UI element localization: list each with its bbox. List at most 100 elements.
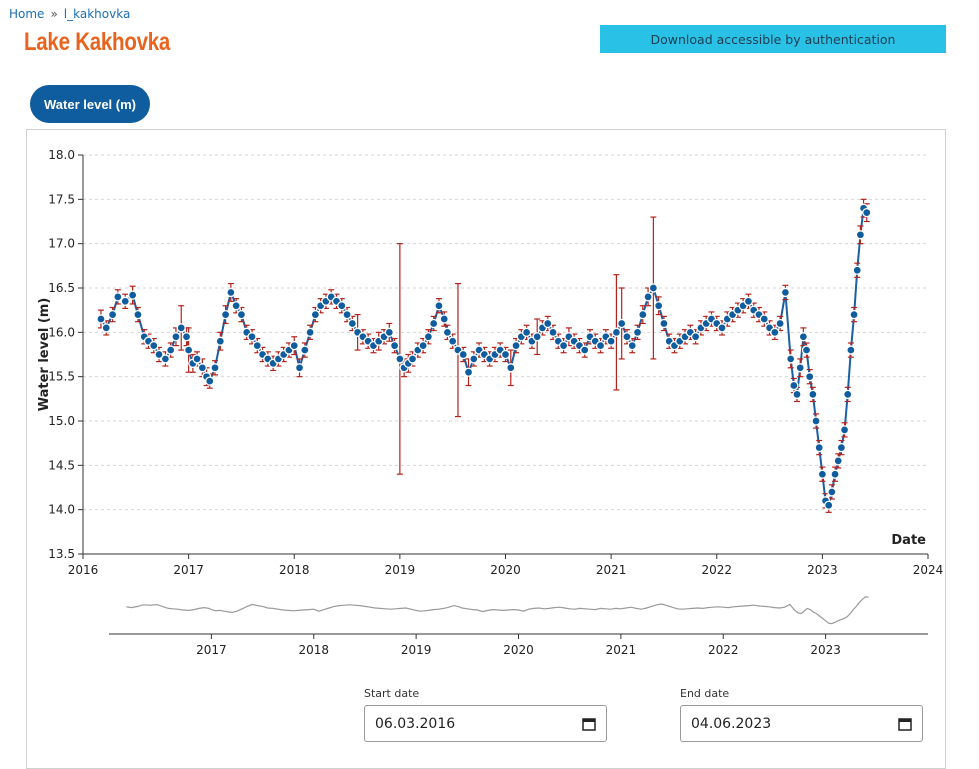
data-point[interactable] <box>690 332 701 342</box>
data-point[interactable] <box>166 345 176 355</box>
data-point[interactable] <box>717 323 727 333</box>
data-point[interactable] <box>654 301 664 311</box>
data-point[interactable] <box>101 323 111 333</box>
data-point[interactable] <box>300 345 310 355</box>
data-point[interactable] <box>107 309 118 320</box>
data-point[interactable] <box>439 314 449 324</box>
data-point[interactable] <box>638 309 648 320</box>
data-point[interactable] <box>786 354 796 364</box>
data-point[interactable] <box>210 363 220 373</box>
data-point[interactable] <box>215 336 225 346</box>
data-point[interactable] <box>220 309 231 320</box>
data-point[interactable] <box>795 363 805 373</box>
data-point[interactable] <box>543 318 553 329</box>
data-point[interactable] <box>96 314 106 324</box>
data-point[interactable] <box>824 500 834 510</box>
data-point[interactable] <box>407 354 418 364</box>
data-point[interactable] <box>521 327 532 337</box>
data-point[interactable] <box>384 327 394 337</box>
end-date-input[interactable]: 04.06.2023 <box>680 705 923 742</box>
data-point[interactable] <box>205 376 215 386</box>
data-point[interactable] <box>181 332 192 342</box>
data-point[interactable] <box>463 367 474 377</box>
data-point[interactable] <box>113 292 123 302</box>
data-point[interactable] <box>434 301 444 311</box>
data-point[interactable] <box>811 416 821 426</box>
start-date-input[interactable]: 06.03.2016 <box>364 705 607 742</box>
data-point[interactable] <box>780 287 791 298</box>
data-point[interactable] <box>627 340 637 351</box>
data-point[interactable] <box>743 296 754 306</box>
data-point[interactable] <box>648 283 659 293</box>
data-point[interactable] <box>120 296 130 306</box>
data-point[interactable] <box>798 332 809 342</box>
data-point[interactable] <box>836 442 847 453</box>
breadcrumb-home-link[interactable]: Home <box>9 7 45 21</box>
data-point[interactable] <box>622 332 632 342</box>
download-button[interactable]: Download accessible by authentication <box>600 25 946 53</box>
data-point[interactable] <box>423 332 434 342</box>
tab-water-level[interactable]: Water level (m) <box>30 85 150 123</box>
calendar-icon[interactable] <box>582 717 596 731</box>
data-point[interactable] <box>814 442 824 453</box>
data-point[interactable] <box>342 309 352 320</box>
data-point[interactable] <box>154 349 164 360</box>
data-point[interactable] <box>827 487 837 497</box>
data-point[interactable] <box>846 345 856 355</box>
data-point[interactable] <box>294 363 305 373</box>
data-point[interactable] <box>458 349 468 360</box>
data-point[interactable] <box>548 327 558 337</box>
data-point[interactable] <box>843 389 853 400</box>
data-point[interactable] <box>192 354 202 364</box>
data-point[interactable] <box>337 301 347 311</box>
data-point[interactable] <box>611 327 622 337</box>
data-point[interactable] <box>418 340 428 351</box>
data-point[interactable] <box>149 340 159 351</box>
data-point[interactable] <box>429 318 439 329</box>
data-point[interactable] <box>805 372 815 382</box>
data-point[interactable] <box>580 345 590 355</box>
data-point[interactable] <box>817 469 828 479</box>
data-point[interactable] <box>532 332 542 342</box>
data-point[interactable] <box>226 287 236 298</box>
data-point[interactable] <box>469 354 479 364</box>
data-point[interactable] <box>252 340 262 351</box>
data-point[interactable] <box>133 309 143 320</box>
data-point[interactable] <box>171 332 181 342</box>
data-point[interactable] <box>247 332 257 342</box>
water-level-chart[interactable]: 13.5 14.0 14.5 15.0 15.5 16.0 16.5 17.0 17.5 18.0… <box>27 130 945 690</box>
data-point[interactable] <box>808 389 818 400</box>
data-point[interactable] <box>289 340 299 351</box>
data-point[interactable] <box>792 389 802 400</box>
data-point[interactable] <box>862 207 872 218</box>
data-point[interactable] <box>448 336 458 346</box>
data-point[interactable] <box>500 349 511 360</box>
data-point[interactable] <box>632 327 643 337</box>
data-point[interactable] <box>855 230 866 240</box>
data-point[interactable] <box>775 318 785 329</box>
data-point[interactable] <box>389 340 400 351</box>
data-point[interactable] <box>833 456 843 466</box>
data-point[interactable] <box>395 354 405 364</box>
data-point[interactable] <box>852 265 862 275</box>
data-point[interactable] <box>595 340 606 351</box>
breadcrumb-current-link[interactable]: l_kakhovka <box>63 7 131 21</box>
data-point[interactable] <box>197 363 208 373</box>
data-point[interactable] <box>183 345 194 355</box>
data-point[interactable] <box>606 336 616 346</box>
data-point[interactable] <box>659 318 669 329</box>
data-point[interactable] <box>511 340 521 351</box>
data-point[interactable] <box>506 363 516 373</box>
data-point[interactable] <box>789 380 799 391</box>
data-point[interactable] <box>558 340 569 351</box>
data-point[interactable] <box>759 314 769 324</box>
data-point[interactable] <box>160 354 171 364</box>
data-point[interactable] <box>830 469 840 479</box>
data-point[interactable] <box>305 327 315 337</box>
data-point[interactable] <box>849 309 859 320</box>
data-point[interactable] <box>231 301 241 311</box>
data-point[interactable] <box>801 345 812 355</box>
data-point[interactable] <box>127 290 138 300</box>
data-point[interactable] <box>839 425 850 435</box>
data-point[interactable] <box>643 292 653 302</box>
